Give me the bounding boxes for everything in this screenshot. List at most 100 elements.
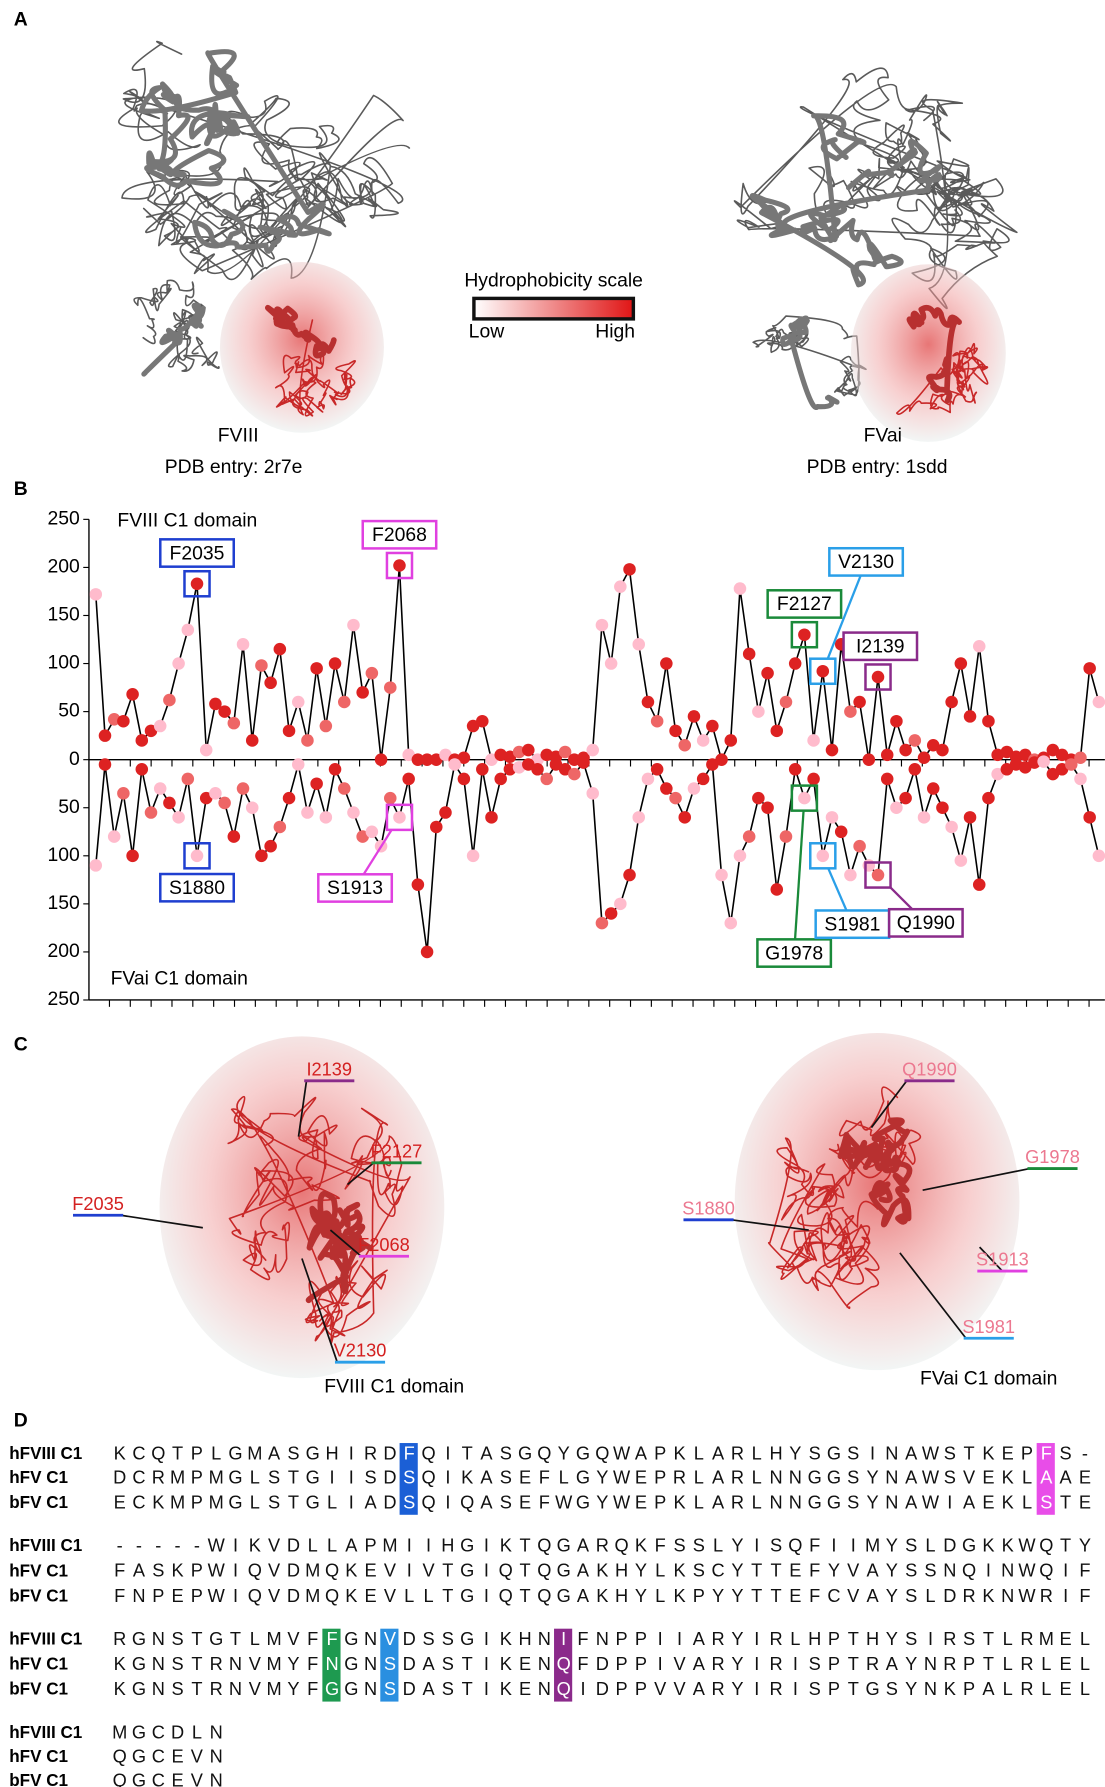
- data-point: [172, 811, 185, 824]
- data-point: [678, 738, 692, 752]
- data-point: [549, 758, 563, 771]
- data-point: [163, 796, 176, 810]
- y-tick-label: 250: [48, 507, 81, 529]
- data-point: [568, 767, 581, 781]
- data-point: [770, 883, 784, 896]
- data-point: [880, 748, 894, 762]
- data-point: [752, 791, 765, 805]
- data-point: [402, 772, 415, 786]
- alignment-highlight: [399, 1443, 418, 1515]
- leader-line: [297, 1080, 308, 1137]
- annotation-label: Q1990: [897, 912, 955, 934]
- surface: [219, 261, 384, 433]
- data-point: [448, 758, 461, 771]
- annotation-highlight: [183, 842, 211, 870]
- data-point: [558, 745, 572, 759]
- data-point: [1000, 763, 1014, 776]
- ribbon: [780, 315, 840, 411]
- series-legend: FVai C1 domain: [111, 968, 248, 990]
- data-point: [466, 849, 480, 863]
- data-point: [788, 657, 802, 670]
- data-point: [991, 767, 1004, 781]
- data-point: [660, 657, 673, 670]
- ribbon: [274, 319, 356, 417]
- data-point: [384, 791, 397, 805]
- data-point: [788, 763, 802, 776]
- data-point: [669, 791, 682, 805]
- data-point: [1092, 695, 1105, 709]
- data-point: [614, 897, 627, 911]
- ribbon: [752, 315, 867, 397]
- sequence-name: bFV C1: [9, 1680, 68, 1699]
- data-point: [135, 763, 149, 776]
- y-tick-label: 250: [48, 988, 81, 1010]
- data-point: [807, 772, 820, 786]
- ribbon: [837, 1117, 913, 1228]
- data-point: [825, 811, 839, 824]
- data-point: [963, 811, 977, 824]
- residue-label: S1913: [976, 1250, 1029, 1270]
- data-point: [650, 763, 664, 776]
- ribbon: [118, 40, 411, 281]
- sequence-name: hFV C1: [9, 1561, 68, 1580]
- data-point: [641, 772, 655, 786]
- data-point: [880, 772, 894, 786]
- data-point: [706, 758, 719, 771]
- data-point: [706, 719, 719, 733]
- data-point: [199, 743, 213, 757]
- annotation-box: [159, 538, 235, 568]
- annotation-box: [361, 519, 438, 550]
- leader-line: [922, 1167, 1030, 1192]
- data-point: [531, 763, 544, 776]
- ribbon: [906, 304, 962, 404]
- data-point: [972, 878, 986, 891]
- data-point: [724, 916, 738, 930]
- leader-line: [978, 1246, 1004, 1272]
- data-point: [972, 639, 986, 653]
- data-point: [1018, 748, 1032, 762]
- data-point: [337, 695, 351, 709]
- data-point: [190, 577, 204, 591]
- data-point: [356, 830, 369, 843]
- data-point: [89, 588, 103, 601]
- data-point: [126, 688, 139, 701]
- annotation-label: S1913: [327, 877, 383, 899]
- data-point: [301, 806, 314, 819]
- data-point: [724, 734, 738, 747]
- data-point: [337, 782, 351, 795]
- data-point: [954, 854, 968, 867]
- data-point: [282, 724, 296, 738]
- data-point: [503, 750, 517, 764]
- data-point: [871, 670, 885, 684]
- annotation-label: F2127: [777, 593, 832, 615]
- residue-label: F2035: [72, 1194, 124, 1214]
- data-point: [908, 734, 922, 747]
- data-point: [485, 811, 498, 824]
- alignment-highlight: [380, 1628, 399, 1702]
- data-point: [439, 748, 452, 762]
- annotation-highlight: [385, 803, 414, 832]
- data-point: [310, 777, 323, 790]
- data-point: [871, 868, 885, 882]
- data-point: [604, 907, 618, 920]
- data-point: [227, 830, 241, 843]
- structure-art: [118, 40, 1020, 1379]
- data-point: [310, 662, 323, 675]
- leader-line: [301, 1258, 339, 1363]
- annotation-highlight: [864, 861, 892, 889]
- data-point: [365, 825, 379, 839]
- data-point: [255, 659, 268, 672]
- residue-label: Q1990: [902, 1059, 957, 1079]
- data-point: [926, 782, 940, 795]
- data-point: [328, 657, 342, 670]
- data-point: [687, 710, 701, 723]
- data-point: [264, 676, 277, 690]
- domain-title: FVai C1 domain: [920, 1367, 1057, 1389]
- y-tick-label: 100: [48, 652, 81, 674]
- data-point: [614, 580, 627, 593]
- y-tick-label: 200: [48, 556, 81, 578]
- leader-line: [346, 1162, 375, 1186]
- data-point: [844, 868, 857, 882]
